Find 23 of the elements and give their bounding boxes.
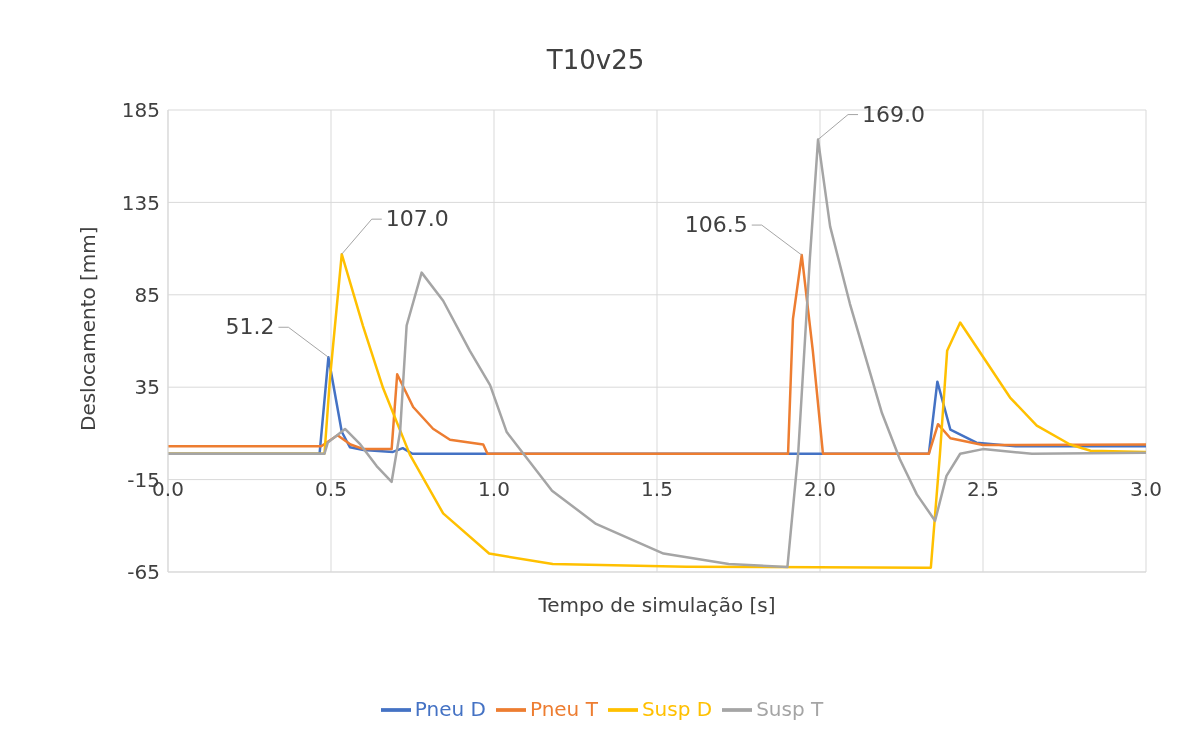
x-axis-title: Tempo de simulação [s] (537, 593, 776, 617)
y-tick-label: 135 (121, 190, 160, 215)
chart-title: T10v25 (545, 45, 646, 75)
legend-label: Pneu D (414, 696, 486, 721)
x-tick-label: 1.0 (478, 476, 510, 501)
x-tick-label: 1.5 (641, 476, 673, 501)
annotation: 169.0 (862, 101, 926, 127)
y-tick-label: 35 (134, 375, 160, 400)
legend-label: Susp T (756, 696, 824, 721)
legend-label: Susp D (641, 696, 713, 721)
annotation: 51.2 (225, 314, 275, 340)
annotation: 106.5 (684, 212, 748, 238)
y-tick-label: 85 (134, 282, 160, 307)
x-tick-label: 2.5 (967, 476, 999, 501)
x-tick-label: 0.5 (315, 476, 347, 501)
line-series (168, 253, 1146, 455)
x-tick-label: 2.0 (804, 476, 836, 501)
y-axis-title: Deslocamento [mm] (76, 226, 101, 431)
y-tick-label: -65 (127, 560, 160, 585)
annotation: 107.0 (385, 206, 449, 232)
legend-label: Pneu T (529, 696, 598, 721)
y-tick-label: 185 (121, 98, 160, 123)
x-tick-label: 3.0 (1130, 476, 1162, 501)
